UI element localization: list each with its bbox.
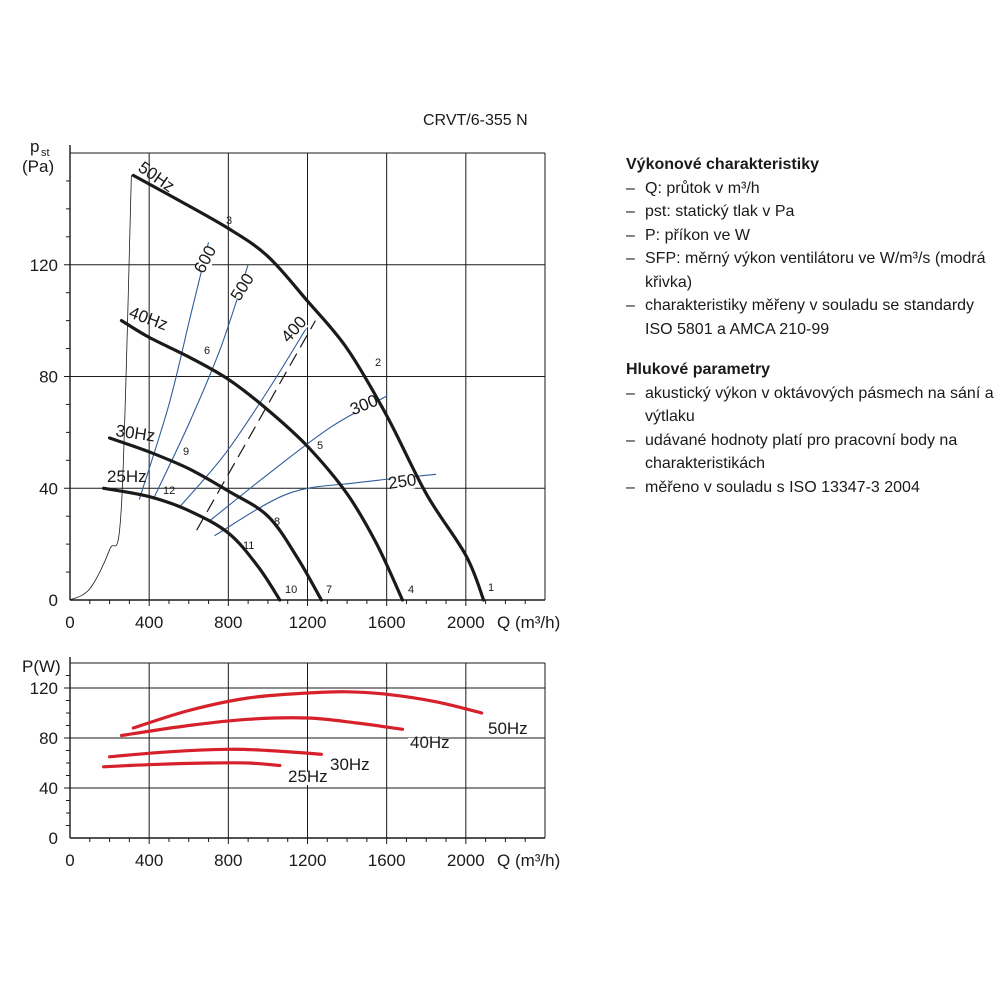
y-tick-label: 120 xyxy=(30,256,58,275)
list-item: pst: statický tlak v Pa xyxy=(626,200,996,224)
x-tick-label: 400 xyxy=(135,851,163,870)
x-tick-label: 800 xyxy=(214,613,242,632)
x-tick-label: 0 xyxy=(65,613,74,632)
point-label: 11 xyxy=(243,540,254,552)
x-tick-label: 0 xyxy=(65,851,74,870)
x-tick-label: 1200 xyxy=(289,613,327,632)
x-tick-label: 2000 xyxy=(447,613,485,632)
x-tick-label: 1200 xyxy=(289,851,327,870)
sfp-label: 600 xyxy=(190,242,220,276)
y-tick-label: 0 xyxy=(49,829,58,848)
noise-list: akustický výkon v oktávových pásmech na … xyxy=(626,382,996,500)
sfp-curve-400 xyxy=(178,325,308,509)
power-curve-25Hz xyxy=(102,761,282,769)
power-label-bg xyxy=(486,724,518,737)
list-item: udávané hodnoty platí pro pracovní body … xyxy=(626,429,996,476)
fan-curve-30Hz xyxy=(108,436,323,602)
point-label: 4 xyxy=(408,584,414,596)
list-item: akustický výkon v oktávových pásmech na … xyxy=(626,382,996,429)
y-tick-label: 40 xyxy=(39,779,58,798)
model-title: CRVT/6-355 N xyxy=(423,112,528,129)
x-axis-label: Q (m³/h) xyxy=(497,851,560,870)
noise-heading: Hlukové parametry xyxy=(626,361,771,378)
info-panel: Výkonové charakteristiky Q: průtok v m³/… xyxy=(626,153,996,516)
fan-speed-label: 50Hz xyxy=(135,158,178,196)
point-label: 1 xyxy=(488,582,494,594)
y-tick-label: 80 xyxy=(39,729,58,748)
x-tick-label: 800 xyxy=(214,851,242,870)
sfp-label-bg xyxy=(389,475,416,492)
sfp-label: 400 xyxy=(277,312,310,346)
sfp-curve-600 xyxy=(138,242,210,500)
list-item: charakteristiky měřeny v souladu se stan… xyxy=(626,294,996,341)
sfp-curve-500 xyxy=(152,264,249,500)
point-label: 6 xyxy=(204,345,210,357)
list-item: SFP: měrný výkon ventilátoru ve W/m³/s (… xyxy=(626,247,996,294)
list-item: Q: průtok v m³/h xyxy=(626,177,996,201)
y-axis-label: p xyxy=(30,137,39,156)
y-axis-label: P(W) xyxy=(22,657,61,676)
x-tick-label: 1600 xyxy=(368,851,406,870)
y-tick-label: 120 xyxy=(30,679,58,698)
y-axis-label-sub: st xyxy=(41,147,50,159)
point-label: 8 xyxy=(274,516,280,528)
point-label: 12 xyxy=(163,485,175,497)
power-speed-label: 50Hz xyxy=(488,719,528,738)
x-tick-label: 400 xyxy=(135,613,163,632)
power-speed-label: 40Hz xyxy=(410,733,450,752)
point-label: 2 xyxy=(375,357,381,369)
power-label-bg xyxy=(286,772,318,785)
power-label-bg xyxy=(328,760,360,773)
x-tick-label: 2000 xyxy=(447,851,485,870)
point-label: 7 xyxy=(326,584,332,596)
power-curve-30Hz xyxy=(108,747,323,759)
y-tick-label: 40 xyxy=(39,479,58,498)
power-speed-label: 30Hz xyxy=(330,755,370,774)
performance-heading: Výkonové charakteristiky xyxy=(626,156,819,173)
system-curve xyxy=(69,175,132,601)
y-tick-label: 0 xyxy=(49,591,58,610)
point-label: 9 xyxy=(183,446,189,458)
point-label: 5 xyxy=(317,440,323,452)
system-line xyxy=(196,320,316,531)
sfp-label-bg xyxy=(195,246,219,275)
sfp-label: 500 xyxy=(227,270,258,304)
x-tick-label: 1600 xyxy=(368,613,406,632)
list-item: P: příkon ve W xyxy=(626,224,996,248)
y-tick-label: 80 xyxy=(39,368,58,387)
power-curve-40Hz xyxy=(119,716,405,738)
performance-list: Q: průtok v m³/h pst: statický tlak v Pa… xyxy=(626,177,996,342)
fan-curve-50Hz xyxy=(131,173,486,602)
sfp-label-bg xyxy=(232,274,256,302)
sfp-label-bg xyxy=(282,317,309,344)
fan-curve-40Hz xyxy=(119,319,405,602)
x-axis-label: Q (m³/h) xyxy=(497,613,560,632)
y-axis-unit: (Pa) xyxy=(22,157,54,176)
power-label-bg xyxy=(408,738,440,751)
power-curve-50Hz xyxy=(131,690,484,730)
fan-speed-label: 25Hz xyxy=(107,467,147,486)
fan-curve-25Hz xyxy=(102,486,282,602)
sfp-label: 250 xyxy=(387,470,418,493)
sfp-label-bg xyxy=(351,396,379,418)
point-label: 10 xyxy=(285,584,297,596)
power-speed-label: 25Hz xyxy=(288,767,328,786)
point-label: 3 xyxy=(226,215,232,227)
list-item: měřeno v souladu s ISO 13347-3 2004 xyxy=(626,476,996,500)
